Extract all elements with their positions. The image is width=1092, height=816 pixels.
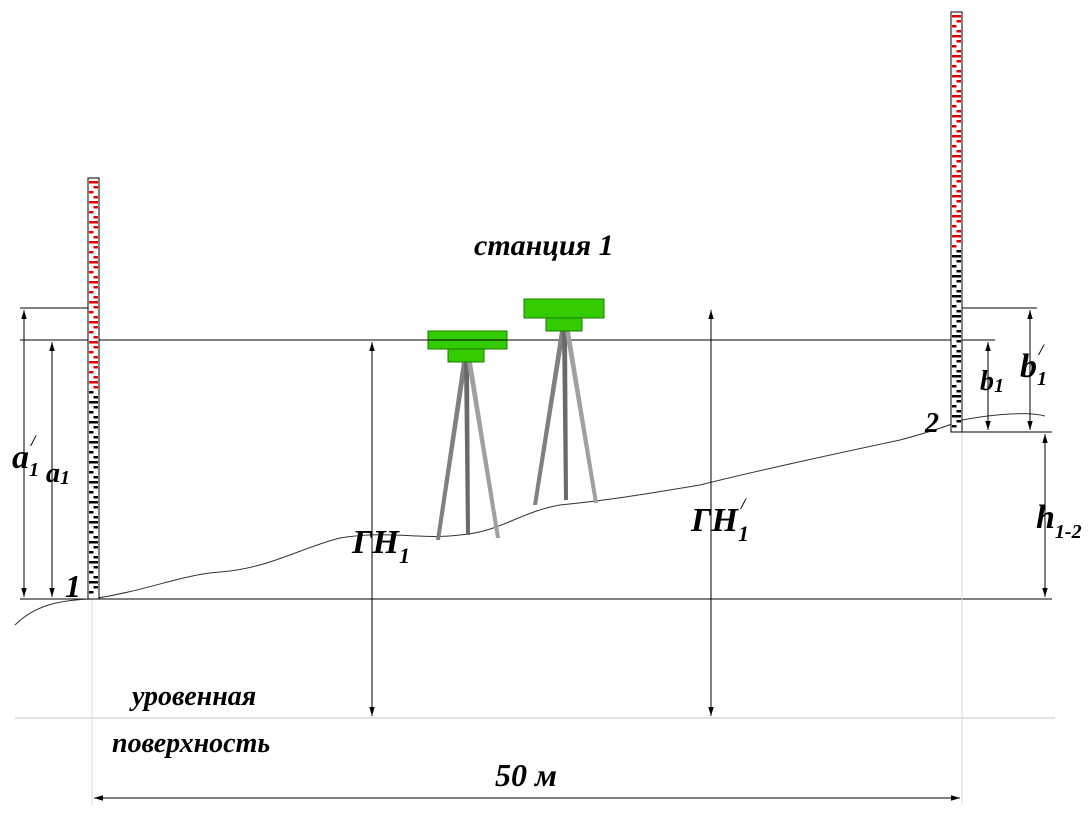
label-h12: h1-2: [1036, 499, 1082, 543]
level-instrument-station-1-prime: [523, 298, 605, 332]
level-surface-label-line2: поверхность: [112, 728, 270, 759]
level-surface-label-line1: уровенная: [129, 681, 256, 712]
label-b1: b1: [980, 366, 1004, 397]
point-1-label: 1: [65, 568, 81, 604]
point-2-label: 2: [924, 408, 939, 439]
label-b1-prime: b1/: [1020, 342, 1047, 390]
leveling-rod-left: [87, 177, 100, 600]
leveling-rod-right: [950, 11, 963, 433]
station-label: станция 1: [474, 229, 614, 262]
ground-profile: [14, 413, 1046, 626]
label-gn1-prime: ГН1/: [690, 496, 749, 546]
distance-label: 50 м: [495, 757, 557, 793]
tripod-station-1-prime: [533, 331, 598, 505]
label-a1: a1: [46, 458, 70, 489]
label-a1-prime: a1/: [12, 433, 39, 481]
level-instrument-station-1: [427, 330, 508, 363]
label-gn1: ГН1: [351, 524, 410, 568]
tripod-station-1: [436, 362, 500, 540]
